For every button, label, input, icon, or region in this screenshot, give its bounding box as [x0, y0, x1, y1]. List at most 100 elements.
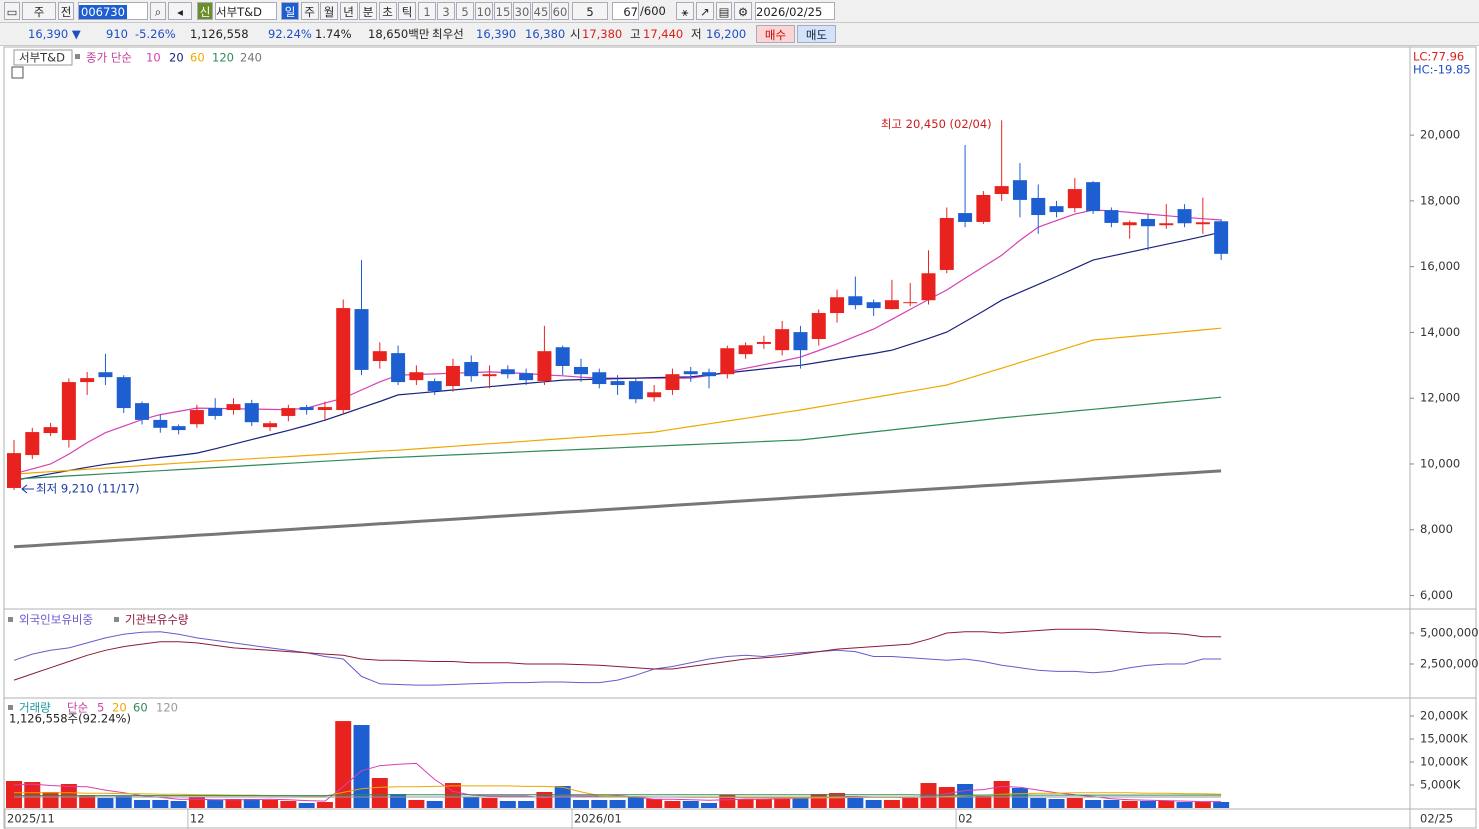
candle-body [1122, 222, 1137, 226]
frame [3, 46, 1477, 829]
volume-bar [6, 781, 22, 808]
volume-bar [371, 778, 388, 808]
legend-entry: 외국인보유비중 [19, 613, 93, 627]
y-tick-label: 2,500,000 [1420, 656, 1479, 670]
period-tab[interactable]: 일 [281, 2, 299, 20]
volume-bar [737, 798, 754, 808]
candle-body [573, 366, 588, 375]
code-input[interactable]: 006730 [78, 2, 148, 20]
volume-bar [262, 799, 279, 808]
candle-body [720, 348, 735, 375]
legend-square [75, 54, 80, 59]
volume-bar [774, 798, 791, 808]
legend-entry: 60 [190, 51, 205, 65]
quote-bar: 16,390 ▼ 910 -5.26% 1,126,558 92.24% 1.7… [0, 23, 1479, 46]
candle-body [391, 353, 406, 383]
volume-bar [1085, 799, 1102, 808]
candle-body [1049, 206, 1064, 213]
candle-body [592, 372, 607, 385]
hc-label: HC:-19.85 [1413, 63, 1471, 77]
count-input[interactable]: 67 [612, 2, 639, 20]
series-line [13, 396, 1222, 480]
candle-body [445, 365, 460, 387]
legend-entry: 60 [133, 701, 148, 715]
volume-bar [701, 802, 718, 808]
volume-bar [755, 798, 772, 808]
x-tick-label: 2026/01 [574, 812, 622, 826]
volume-bar [1011, 787, 1028, 808]
sound-button[interactable]: ◂ [168, 2, 192, 20]
legend-entry: 120 [212, 51, 234, 65]
change-rate: -5.26% [135, 27, 176, 41]
candle-body [171, 426, 186, 431]
interval-button[interactable]: 15 [494, 2, 512, 20]
volume-bar [792, 798, 809, 808]
period-tab[interactable]: 주 [300, 2, 319, 20]
price: 16,390 ▼ [28, 27, 81, 41]
period-tab[interactable]: 월 [320, 2, 338, 20]
date-input[interactable]: 2026/02/25 [755, 2, 835, 20]
volume-bar [280, 801, 297, 808]
interval-button[interactable]: 1 [418, 2, 436, 20]
tool-icon[interactable]: ⚙ [734, 2, 752, 20]
legend-box [13, 49, 73, 66]
volume-bar [42, 791, 59, 808]
grid-icon[interactable] [11, 66, 24, 79]
candle-body [702, 372, 717, 377]
amount: 18,650백만 [368, 27, 430, 41]
candle-body [25, 432, 40, 456]
period-tab[interactable]: 년 [339, 2, 358, 20]
period-tab[interactable]: 틱 [398, 2, 416, 20]
market-select[interactable]: 주 [22, 2, 56, 20]
search-button[interactable]: ⌕ [150, 2, 166, 20]
candle-body [354, 309, 369, 370]
annotation: 최저 9,210 (11/17) [36, 481, 140, 495]
candle-body [1012, 180, 1027, 200]
candle-body [884, 300, 899, 310]
volume-bar [207, 799, 224, 808]
y-tick-label: 10,000 [1420, 456, 1460, 470]
candle-body [939, 217, 954, 270]
volume-bar [115, 796, 132, 808]
open-label: 시 [570, 27, 581, 41]
interval-button[interactable]: 5 [456, 2, 474, 20]
series-line [13, 469, 1222, 549]
y-tick-label: 10,000K [1420, 755, 1468, 769]
x-tick-label: 12 [190, 812, 205, 826]
interval-button[interactable]: 3 [437, 2, 455, 20]
interval-button[interactable]: 60 [551, 2, 569, 20]
buy-button[interactable]: 매수 [756, 25, 795, 43]
x-tick-label: 2025/11 [7, 812, 55, 826]
tool-icon[interactable]: ▤ [716, 2, 732, 20]
scope-button[interactable]: 전 [58, 2, 74, 20]
volume-bar [243, 798, 260, 808]
period-tab[interactable]: 초 [378, 2, 397, 20]
legend-entry: 240 [240, 51, 262, 65]
interval-select[interactable]: 5 [572, 2, 608, 20]
volume-bar [975, 796, 992, 808]
low: 16,200 [706, 27, 747, 41]
y-tick-label: 16,000 [1420, 259, 1460, 273]
tool-icon[interactable]: ⚹ [676, 2, 694, 20]
candle-body [317, 407, 332, 411]
y-tick-label: 12,000 [1420, 391, 1460, 405]
volume-bar [1213, 802, 1230, 808]
badge: 신 [197, 2, 213, 20]
interval-button[interactable]: 30 [513, 2, 531, 20]
candle-body [537, 351, 552, 382]
legend-square [114, 617, 119, 622]
tool-icon[interactable]: ↗ [696, 2, 714, 20]
period-tab[interactable]: 분 [359, 2, 377, 20]
volume-bar [902, 798, 919, 808]
candle-body [427, 381, 442, 391]
interval-button[interactable]: 45 [532, 2, 550, 20]
menu-icon[interactable]: ▭ [4, 2, 20, 20]
change: 910 [106, 27, 128, 41]
interval-button[interactable]: 10 [475, 2, 493, 20]
sell-button[interactable]: 매도 [797, 25, 836, 43]
candle-body [610, 381, 625, 386]
candle-body [336, 308, 351, 411]
candle-body [500, 369, 515, 375]
volume-bar [536, 791, 553, 808]
candle-body [43, 427, 58, 434]
